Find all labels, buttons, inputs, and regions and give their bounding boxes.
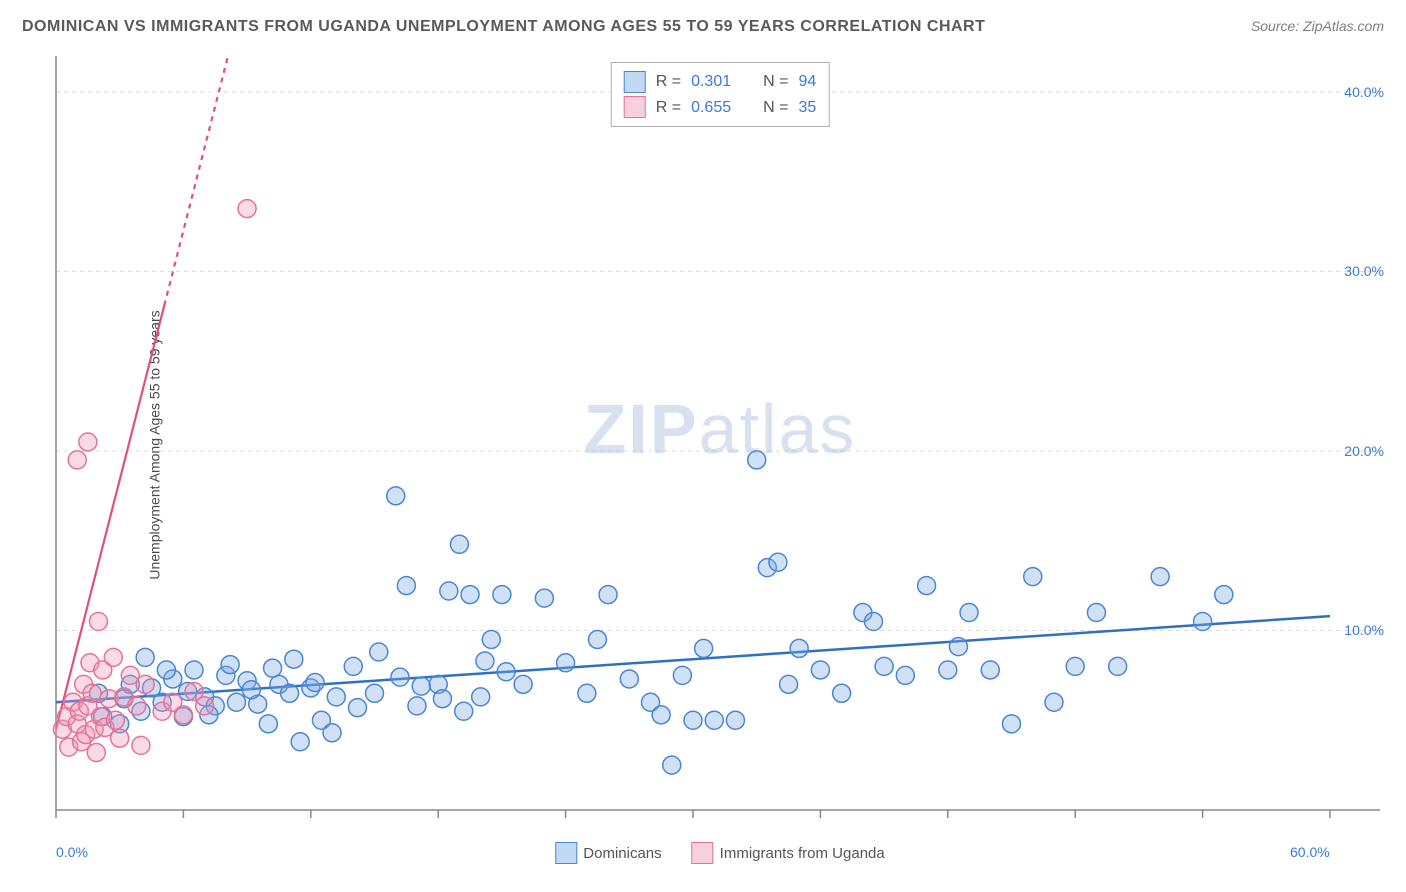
n-value-dominicans: 94 [798, 69, 816, 95]
y-tick-label: 20.0% [1344, 443, 1384, 459]
x-tick-label: 0.0% [56, 844, 88, 860]
n-value-uganda: 35 [798, 95, 816, 121]
y-tick-label: 30.0% [1344, 263, 1384, 279]
legend-item-dominicans: Dominicans [555, 842, 661, 864]
n-label: N = [763, 69, 788, 95]
chart-title: DOMINICAN VS IMMIGRANTS FROM UGANDA UNEM… [22, 18, 985, 36]
scatter-plot [50, 50, 1390, 840]
x-tick-label: 60.0% [1290, 844, 1330, 860]
r-value-dominicans: 0.301 [691, 69, 731, 95]
legend-label-uganda: Immigrants from Uganda [720, 845, 885, 862]
correlation-legend: R = 0.301 N = 94 R = 0.655 N = 35 [611, 62, 830, 127]
y-tick-label: 40.0% [1344, 84, 1384, 100]
swatch-uganda [624, 96, 646, 118]
legend-label-dominicans: Dominicans [583, 845, 661, 862]
y-tick-label: 10.0% [1344, 622, 1384, 638]
chart-area: Unemployment Among Ages 55 to 59 years 1… [50, 50, 1390, 840]
correlation-row-dominicans: R = 0.301 N = 94 [624, 69, 817, 95]
correlation-row-uganda: R = 0.655 N = 35 [624, 95, 817, 121]
source-attribution: Source: ZipAtlas.com [1251, 18, 1384, 34]
r-label: R = [656, 69, 681, 95]
swatch-dominicans [624, 71, 646, 93]
legend-item-uganda: Immigrants from Uganda [692, 842, 885, 864]
r-label: R = [656, 95, 681, 121]
swatch-dominicans-icon [555, 842, 577, 864]
series-legend: Dominicans Immigrants from Uganda [555, 842, 884, 864]
n-label: N = [763, 95, 788, 121]
r-value-uganda: 0.655 [691, 95, 731, 121]
swatch-uganda-icon [692, 842, 714, 864]
